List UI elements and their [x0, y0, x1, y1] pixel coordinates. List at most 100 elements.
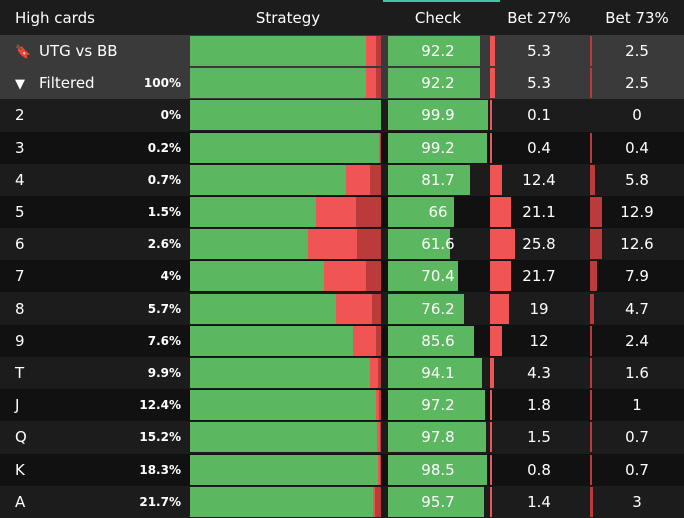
- bet-27-cell[interactable]: 1.8: [490, 390, 588, 421]
- bet-73-cell[interactable]: 0.4: [590, 132, 684, 163]
- table-row[interactable]: 4 0.7% 81.7 12.4 5.8: [0, 163, 684, 196]
- row-label[interactable]: 3: [15, 138, 25, 157]
- table-row[interactable]: 2 0% 99.9 0.1 0: [0, 99, 684, 132]
- bet-73-cell[interactable]: 0: [590, 100, 684, 130]
- bet-73-cell[interactable]: 1: [590, 390, 684, 421]
- table-row[interactable]: 7 4% 70.4 21.7 7.9: [0, 260, 684, 293]
- header-hand-category[interactable]: High cards: [15, 9, 95, 27]
- bet-73-cell[interactable]: 7.9: [590, 261, 684, 292]
- check-cell[interactable]: 99.2: [388, 132, 488, 163]
- row-label[interactable]: J: [15, 396, 20, 415]
- bet-27-cell[interactable]: 4.3: [490, 358, 588, 388]
- check-cell[interactable]: 97.2: [388, 390, 488, 421]
- row-label[interactable]: T: [15, 364, 25, 382]
- bet-27-cell[interactable]: 1.4: [490, 486, 588, 517]
- header-bet-27[interactable]: Bet 27%: [507, 9, 571, 27]
- bet-73-segment: [379, 422, 381, 453]
- bet-27-cell[interactable]: 0.4: [490, 132, 588, 163]
- row-label[interactable]: K: [15, 460, 25, 479]
- bet-73-cell[interactable]: 2.4: [590, 325, 684, 356]
- row-label[interactable]: 🔖 UTG vs BB: [15, 35, 118, 67]
- table-row[interactable]: 8 5.7% 76.2 19 4.7: [0, 292, 684, 325]
- bet-73-cell[interactable]: 0.7: [590, 454, 684, 485]
- bet-27-cell[interactable]: 19: [490, 293, 588, 324]
- header-strategy[interactable]: Strategy: [255, 9, 321, 27]
- table-row[interactable]: 6 2.6% 61.6 25.8 12.6: [0, 228, 684, 261]
- strategy-bar: [190, 164, 381, 195]
- table-row[interactable]: 5 1.5% 66 21.1 12.9: [0, 196, 684, 228]
- bet-73-cell[interactable]: 0.7: [590, 422, 684, 453]
- table-row[interactable]: 9 7.6% 85.6 12 2.4: [0, 324, 684, 357]
- check-cell[interactable]: 92.2: [388, 68, 488, 99]
- row-label[interactable]: Q: [15, 428, 27, 447]
- bet-73-cell[interactable]: 2.5: [590, 68, 684, 99]
- row-frequency: 15.2%: [139, 430, 181, 445]
- bet-27-cell[interactable]: 12: [490, 325, 588, 356]
- check-cell-value: 99.2: [421, 138, 455, 157]
- row-label[interactable]: 9: [15, 331, 25, 350]
- check-cell[interactable]: 98.5: [388, 454, 488, 485]
- check-cell[interactable]: 92.2: [388, 36, 488, 66]
- bet-73-cell[interactable]: 4.7: [590, 293, 684, 324]
- table-row[interactable]: J 12.4% 97.2 1.8 1: [0, 389, 684, 422]
- check-cell[interactable]: 81.7: [388, 164, 488, 195]
- row-label[interactable]: 4: [15, 170, 25, 189]
- bet-27-cell[interactable]: 21.1: [490, 197, 588, 227]
- summary-row[interactable]: 🔖 UTG vs BB 92.2 5.3 2.5: [0, 35, 684, 67]
- check-cell-value: 61.6: [421, 235, 455, 254]
- bet-27-cell-bar: [490, 68, 496, 99]
- bet-73-cell[interactable]: 5.8: [590, 164, 684, 195]
- bet-27-cell[interactable]: 12.4: [490, 164, 588, 195]
- check-cell[interactable]: 85.6: [388, 325, 488, 356]
- bet-73-segment: [375, 486, 381, 517]
- check-cell-value: 98.5: [421, 460, 455, 479]
- check-cell[interactable]: 61.6: [388, 229, 488, 260]
- row-label[interactable]: 7: [15, 267, 25, 286]
- bet-27-cell-value: 0.8: [527, 460, 551, 479]
- bet-73-cell[interactable]: 3: [590, 486, 684, 517]
- bet-27-cell[interactable]: 0.1: [490, 100, 588, 131]
- header-check[interactable]: Check: [414, 9, 462, 27]
- row-label[interactable]: 5: [15, 203, 25, 221]
- bet-73-cell[interactable]: 12.9: [590, 197, 684, 227]
- table-row[interactable]: Q 15.2% 97.8 1.5 0.7: [0, 421, 684, 454]
- bet-27-cell[interactable]: 1.5: [490, 422, 588, 453]
- row-label[interactable]: ▼ Filtered: [15, 67, 95, 99]
- bet-73-cell-bar: [590, 229, 602, 260]
- strategy-bar: [190, 132, 381, 163]
- bet-73-cell[interactable]: 2.5: [590, 36, 684, 66]
- bet-73-segment: [372, 293, 381, 324]
- check-cell[interactable]: 76.2: [388, 293, 488, 324]
- bet-27-cell-value: 5.3: [527, 42, 551, 60]
- bet-73-segment: [379, 390, 381, 421]
- check-cell[interactable]: 66: [388, 197, 488, 227]
- check-cell[interactable]: 99.9: [388, 100, 488, 131]
- check-cell-value: 66: [428, 203, 448, 221]
- bet-73-cell[interactable]: 1.6: [590, 358, 684, 388]
- bet-27-cell[interactable]: 5.3: [490, 68, 588, 99]
- check-cell[interactable]: 70.4: [388, 261, 488, 292]
- bet-27-cell-bar: [490, 132, 492, 163]
- check-cell-bar: [388, 293, 465, 324]
- bet-27-cell[interactable]: 0.8: [490, 454, 588, 485]
- bet-27-cell[interactable]: 25.8: [490, 229, 588, 260]
- bet-27-cell-value: 12.4: [522, 170, 556, 189]
- check-cell[interactable]: 95.7: [388, 486, 488, 517]
- table-row[interactable]: K 18.3% 98.5 0.8 0.7: [0, 453, 684, 486]
- row-label[interactable]: 8: [15, 299, 25, 318]
- summary-row[interactable]: ▼ Filtered 100% 92.2 5.3 2.5: [0, 67, 684, 100]
- bet-73-cell-bar: [590, 197, 603, 227]
- check-cell[interactable]: 97.8: [388, 422, 488, 453]
- row-label[interactable]: A: [15, 492, 26, 511]
- bet-27-cell[interactable]: 21.7: [490, 261, 588, 292]
- row-label[interactable]: 6: [15, 235, 25, 254]
- row-label[interactable]: 2: [15, 106, 25, 125]
- bet-27-cell[interactable]: 5.3: [490, 36, 588, 66]
- bet-73-segment: [369, 164, 381, 195]
- table-row[interactable]: T 9.9% 94.1 4.3 1.6: [0, 357, 684, 389]
- header-bet-73[interactable]: Bet 73%: [605, 9, 669, 27]
- check-cell[interactable]: 94.1: [388, 358, 488, 388]
- bet-73-cell[interactable]: 12.6: [590, 229, 684, 260]
- table-row[interactable]: A 21.7% 95.7 1.4 3: [0, 485, 684, 518]
- table-row[interactable]: 3 0.2% 99.2 0.4 0.4: [0, 131, 684, 164]
